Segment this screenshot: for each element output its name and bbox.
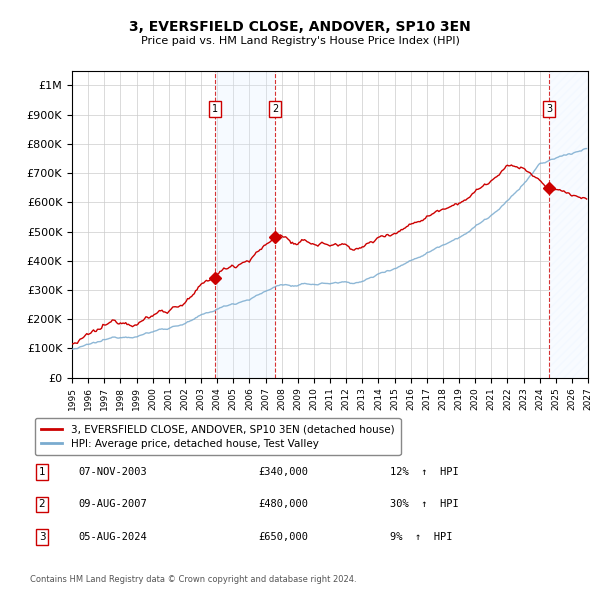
Bar bbox=[549, 71, 588, 378]
Text: £340,000: £340,000 bbox=[258, 467, 308, 477]
Text: 1: 1 bbox=[38, 467, 46, 477]
Bar bbox=[215, 71, 275, 378]
Text: 09-AUG-2007: 09-AUG-2007 bbox=[78, 500, 147, 509]
Text: £650,000: £650,000 bbox=[258, 532, 308, 542]
Text: £480,000: £480,000 bbox=[258, 500, 308, 509]
Text: 05-AUG-2024: 05-AUG-2024 bbox=[78, 532, 147, 542]
Text: Price paid vs. HM Land Registry's House Price Index (HPI): Price paid vs. HM Land Registry's House … bbox=[140, 37, 460, 46]
Text: 07-NOV-2003: 07-NOV-2003 bbox=[78, 467, 147, 477]
Text: 3: 3 bbox=[546, 104, 553, 114]
Bar bbox=[549, 71, 588, 378]
Text: 12%  ↑  HPI: 12% ↑ HPI bbox=[390, 467, 459, 477]
Text: 2: 2 bbox=[272, 104, 278, 114]
Text: 2: 2 bbox=[38, 500, 46, 509]
Legend: 3, EVERSFIELD CLOSE, ANDOVER, SP10 3EN (detached house), HPI: Average price, det: 3, EVERSFIELD CLOSE, ANDOVER, SP10 3EN (… bbox=[35, 418, 401, 455]
Text: 3, EVERSFIELD CLOSE, ANDOVER, SP10 3EN: 3, EVERSFIELD CLOSE, ANDOVER, SP10 3EN bbox=[129, 19, 471, 34]
Text: 1: 1 bbox=[212, 104, 218, 114]
Text: Contains HM Land Registry data © Crown copyright and database right 2024.: Contains HM Land Registry data © Crown c… bbox=[30, 575, 356, 584]
Text: 9%  ↑  HPI: 9% ↑ HPI bbox=[390, 532, 452, 542]
Text: 30%  ↑  HPI: 30% ↑ HPI bbox=[390, 500, 459, 509]
Text: 3: 3 bbox=[38, 532, 46, 542]
